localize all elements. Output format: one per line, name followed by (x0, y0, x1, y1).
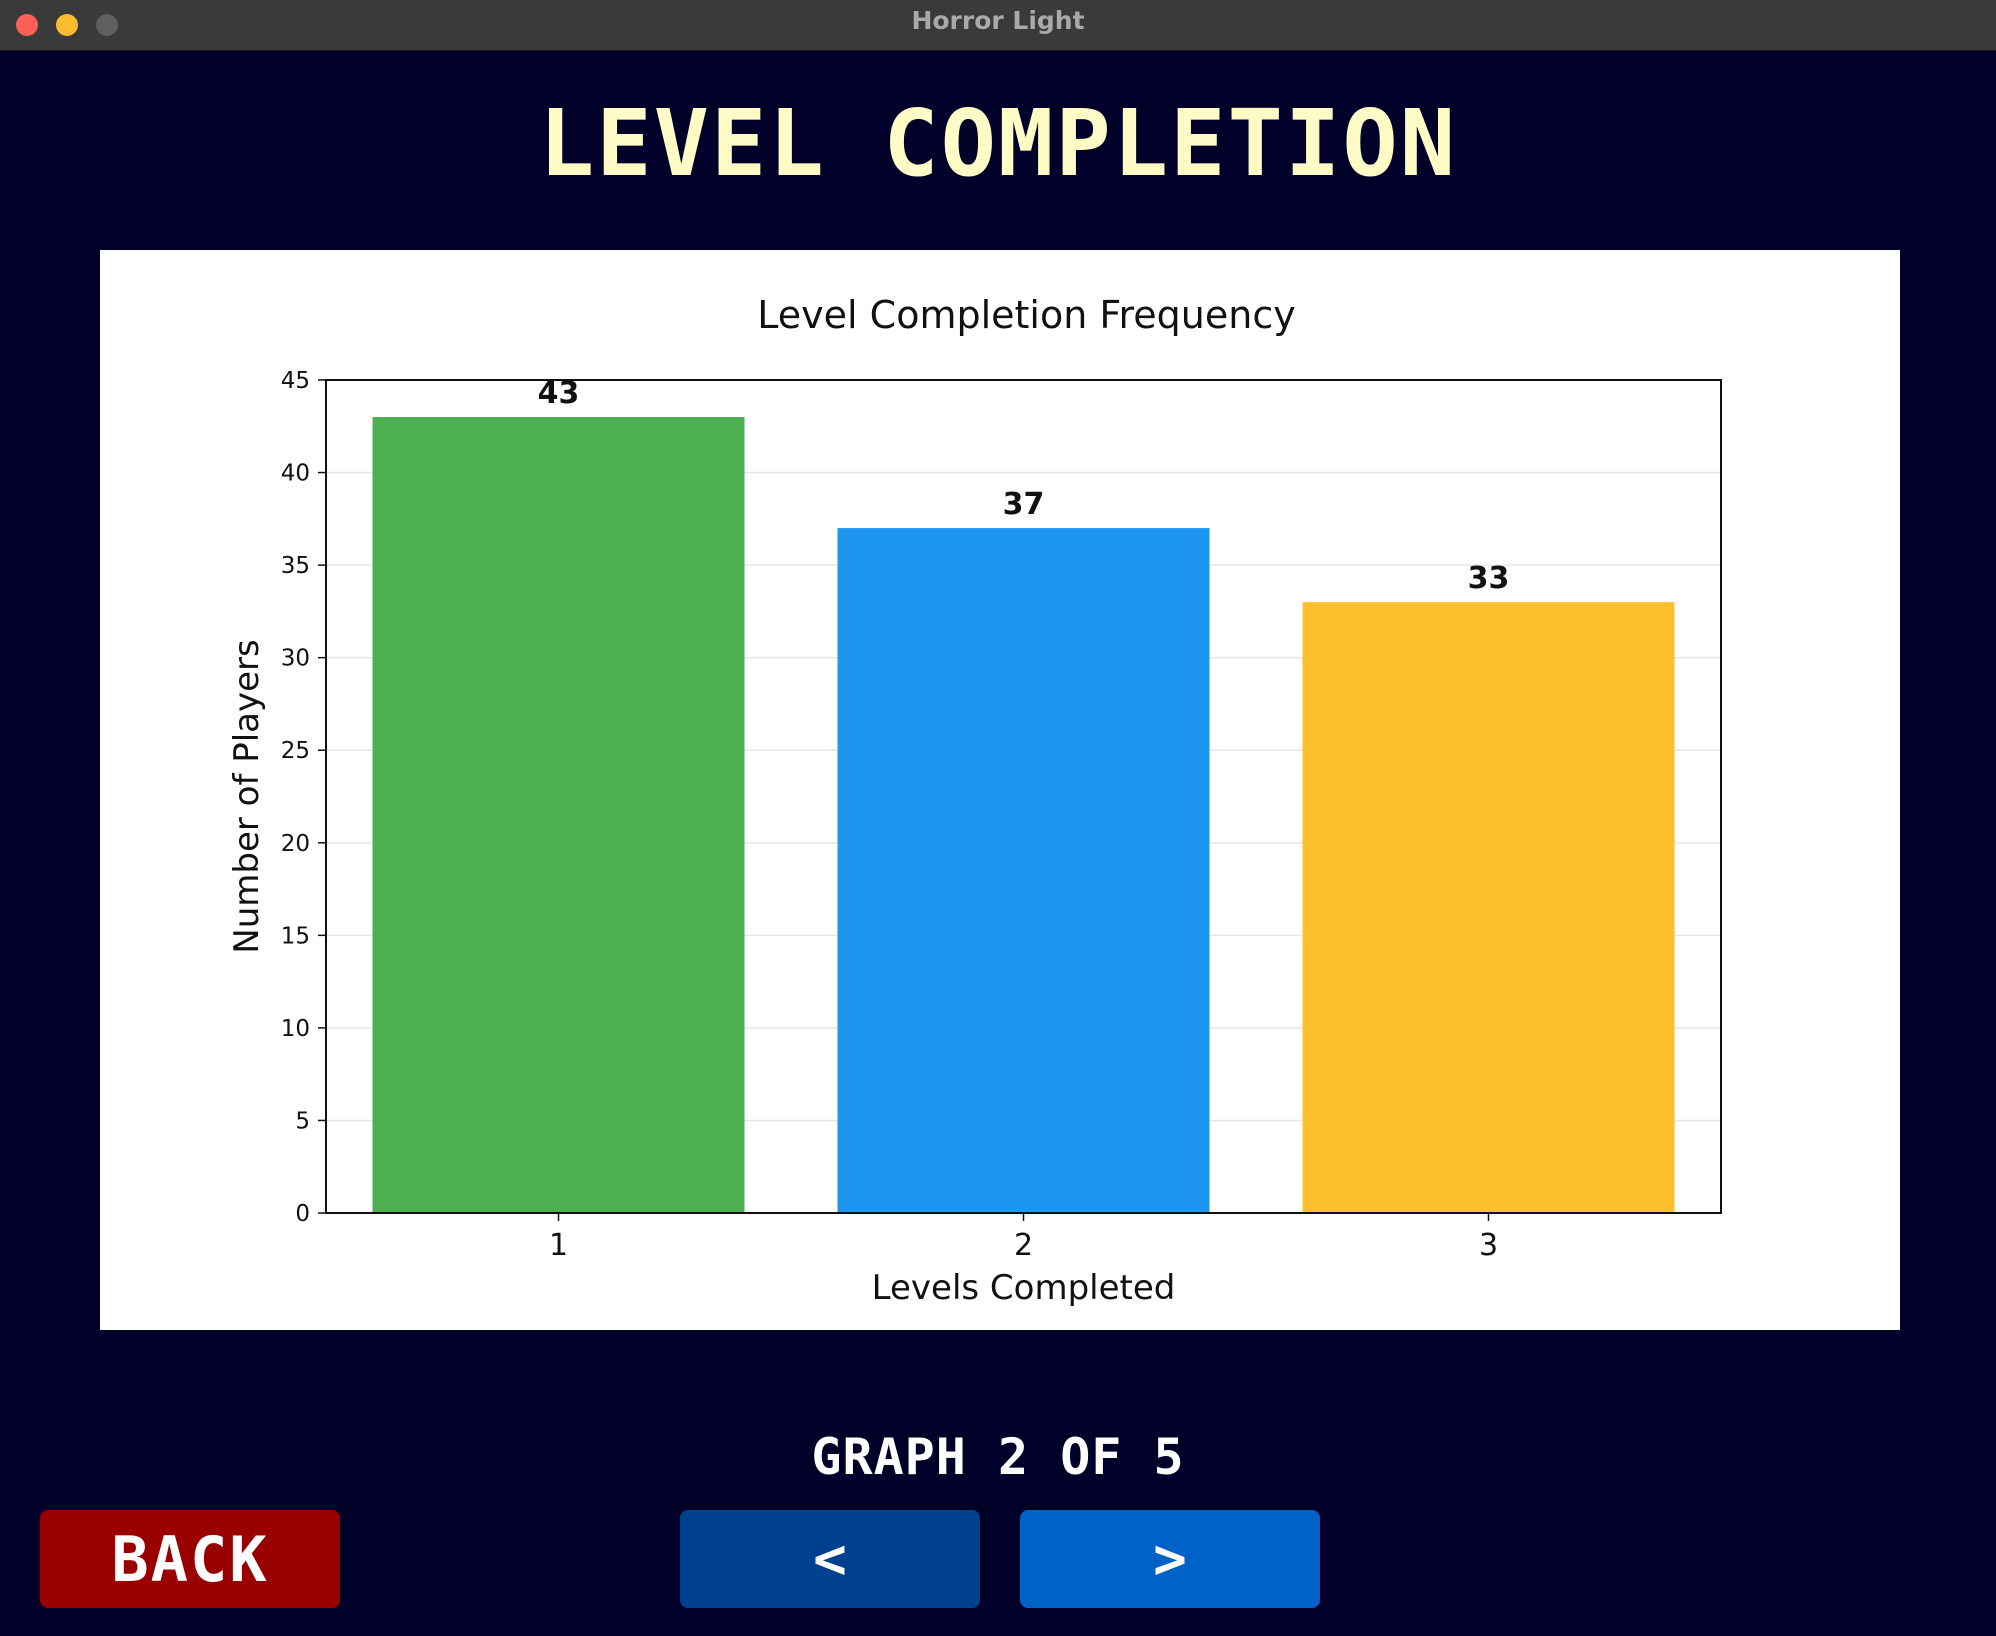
y-tick-label: 10 (281, 1016, 310, 1042)
window-title: Horror Light (911, 6, 1085, 35)
maximize-window-icon[interactable] (96, 14, 118, 36)
bar-level-3 (1302, 602, 1675, 1213)
back-button-label: BACK (111, 1522, 269, 1596)
x-tick-label: 1 (549, 1228, 568, 1263)
data-label: 43 (538, 376, 580, 411)
y-tick-label: 45 (281, 368, 310, 394)
y-tick-label: 35 (281, 553, 310, 579)
back-button[interactable]: BACK (40, 1510, 340, 1608)
y-tick-label: 40 (281, 461, 310, 487)
bar-level-1 (372, 417, 745, 1213)
next-graph-button[interactable]: > (1020, 1510, 1320, 1608)
y-tick-label: 20 (281, 831, 310, 857)
data-label: 33 (1468, 561, 1510, 596)
y-tick-label: 15 (281, 923, 310, 949)
y-tick-label: 25 (281, 738, 310, 764)
y-tick-label: 0 (295, 1201, 310, 1227)
data-label: 37 (1003, 487, 1045, 522)
y-axis-label: Number of Players (227, 639, 267, 953)
x-axis-label: Levels Completed (872, 1268, 1176, 1308)
y-tick-label: 5 (295, 1108, 310, 1134)
chart-title: Level Completion Frequency (757, 293, 1295, 337)
title-bar: Horror Light (0, 0, 1996, 51)
bar-chart: Level Completion Frequency 0 5 10 15 20 25 30 35… (227, 293, 1722, 1308)
y-tick-label: 30 (281, 646, 310, 672)
close-window-icon[interactable] (16, 14, 38, 36)
chart-panel: Level Completion Frequency 0 5 10 15 20 25 30 35… (100, 250, 1900, 1330)
bar-level-2 (837, 528, 1210, 1213)
previous-graph-button[interactable]: < (680, 1510, 980, 1608)
graph-pager-label: GRAPH 2 OF 5 (811, 1428, 1185, 1486)
x-tick-label: 3 (1479, 1228, 1498, 1263)
plot-frame (325, 379, 1722, 1214)
x-tick-label: 2 (1014, 1228, 1033, 1263)
page-title: LEVEL COMPLETION (538, 90, 1458, 197)
chevron-right-icon: > (1153, 1526, 1187, 1592)
chevron-left-icon: < (813, 1526, 847, 1592)
minimize-window-icon[interactable] (56, 14, 78, 36)
